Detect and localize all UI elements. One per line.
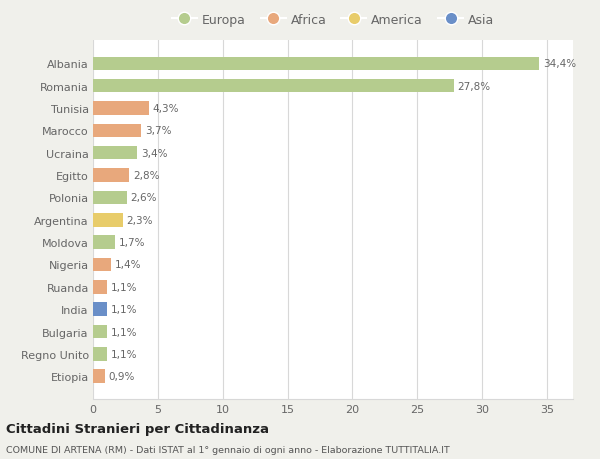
Text: 1,1%: 1,1% — [111, 327, 137, 337]
Bar — [93, 303, 107, 316]
Text: 0,9%: 0,9% — [109, 371, 135, 381]
Bar — [93, 325, 107, 338]
Bar — [93, 124, 141, 138]
Text: 1,4%: 1,4% — [115, 260, 142, 270]
Legend: Europa, Africa, America, Asia: Europa, Africa, America, Asia — [167, 9, 499, 32]
Text: 4,3%: 4,3% — [152, 104, 179, 114]
Bar — [93, 191, 127, 205]
Bar — [93, 236, 115, 249]
Bar — [93, 369, 104, 383]
Text: 2,8%: 2,8% — [133, 171, 160, 181]
Bar — [93, 169, 130, 182]
Bar — [93, 213, 123, 227]
Bar — [93, 280, 107, 294]
Bar — [93, 57, 539, 71]
Text: 1,1%: 1,1% — [111, 282, 137, 292]
Text: 1,7%: 1,7% — [119, 238, 145, 247]
Bar — [93, 258, 111, 272]
Text: 1,1%: 1,1% — [111, 304, 137, 314]
Text: Cittadini Stranieri per Cittadinanza: Cittadini Stranieri per Cittadinanza — [6, 422, 269, 435]
Text: 34,4%: 34,4% — [543, 59, 576, 69]
Text: 27,8%: 27,8% — [458, 82, 491, 91]
Text: 3,4%: 3,4% — [141, 148, 167, 158]
Bar — [93, 147, 137, 160]
Text: COMUNE DI ARTENA (RM) - Dati ISTAT al 1° gennaio di ogni anno - Elaborazione TUT: COMUNE DI ARTENA (RM) - Dati ISTAT al 1°… — [6, 445, 450, 454]
Text: 1,1%: 1,1% — [111, 349, 137, 359]
Text: 2,6%: 2,6% — [131, 193, 157, 203]
Bar — [93, 102, 149, 116]
Bar — [93, 347, 107, 361]
Text: 2,3%: 2,3% — [127, 215, 153, 225]
Bar — [93, 80, 454, 93]
Text: 3,7%: 3,7% — [145, 126, 172, 136]
